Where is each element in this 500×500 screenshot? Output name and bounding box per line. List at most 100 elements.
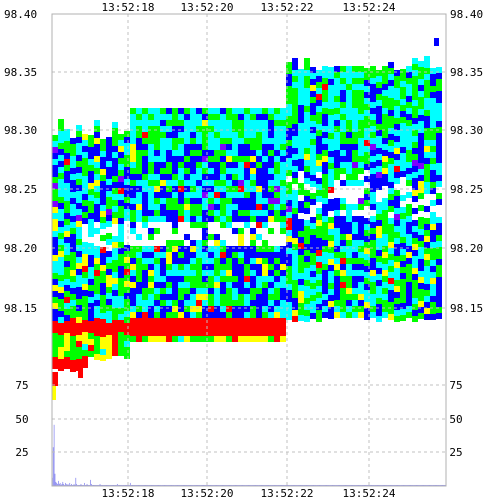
heatmap-cell-1613 bbox=[298, 111, 304, 117]
heatmap-cell-553 bbox=[136, 162, 142, 168]
heatmap-cell-1625 bbox=[298, 183, 304, 189]
heatmap-cell-794 bbox=[172, 204, 178, 210]
heatmap-cell-1668 bbox=[304, 178, 310, 184]
heatmap-cell-1455 bbox=[274, 192, 280, 198]
heatmap-cell-1900 bbox=[334, 306, 340, 312]
heatmap-cell-2586 bbox=[436, 103, 442, 109]
heatmap-cell-2580 bbox=[436, 67, 442, 73]
heatmap-cell-513 bbox=[130, 156, 136, 162]
heatmap-cell-1151 bbox=[226, 240, 232, 246]
heatmap-cell-1351 bbox=[256, 270, 262, 276]
heatmap-cell-257 bbox=[88, 237, 94, 243]
volume-bar-285 bbox=[298, 484, 300, 486]
volume-bar-188 bbox=[214, 484, 216, 486]
heatmap-cell-559 bbox=[136, 198, 142, 204]
volume-bar-219 bbox=[241, 484, 243, 486]
volume-bar-227 bbox=[248, 484, 250, 486]
heatmap-cell-2601 bbox=[436, 193, 442, 199]
heatmap-cell-2467 bbox=[418, 157, 424, 163]
heatmap-cell-2028 bbox=[358, 66, 364, 72]
volume-bar-281 bbox=[295, 484, 297, 486]
heatmap-cell-1594 bbox=[292, 250, 298, 256]
volume-bar-59 bbox=[103, 484, 104, 486]
heatmap-cell-883 bbox=[184, 270, 190, 276]
heatmap-cell-2119 bbox=[370, 108, 376, 114]
heatmap-cell-2582 bbox=[436, 79, 442, 85]
volume-bar-265 bbox=[281, 484, 283, 486]
volume-bar-119 bbox=[155, 484, 156, 486]
heatmap-cell-2574 bbox=[430, 284, 436, 290]
heatmap-cell-1247 bbox=[244, 114, 250, 120]
heatmap-cell-741 bbox=[166, 120, 172, 126]
heatmap-cell-574 bbox=[136, 288, 142, 294]
heatmap-cell-1906 bbox=[340, 90, 346, 96]
volume-bar-64 bbox=[107, 484, 109, 486]
heatmap-cell-403 bbox=[112, 194, 118, 200]
heatmap-cell-491 bbox=[124, 275, 130, 281]
heatmap-cell-727 bbox=[160, 270, 166, 276]
heatmap-cell-2217 bbox=[382, 192, 388, 198]
heatmap-cell-1019 bbox=[208, 150, 214, 156]
volume-bar-231 bbox=[252, 484, 253, 486]
heatmap-cell-1638 bbox=[298, 261, 304, 267]
heatmap-cell-2144 bbox=[370, 258, 376, 264]
heatmap-cell-1812 bbox=[322, 282, 328, 288]
volume-bar-290 bbox=[303, 484, 304, 486]
heatmap-cell-778 bbox=[172, 108, 178, 114]
heatmap-cell-1899 bbox=[334, 300, 340, 306]
heatmap-cell-122 bbox=[70, 144, 76, 150]
heatmap-cell-1832 bbox=[328, 151, 334, 157]
heatmap-cell-1935 bbox=[340, 264, 346, 270]
heatmap-cell-2407 bbox=[412, 58, 418, 64]
heatmap-cell-1942 bbox=[340, 306, 346, 312]
volume-bar-192 bbox=[218, 484, 220, 486]
heatmap-cell-1093 bbox=[220, 126, 226, 132]
heatmap-cell-1977 bbox=[346, 264, 352, 270]
heatmap-cell-878 bbox=[184, 240, 190, 246]
volume-bar-11 bbox=[61, 483, 63, 486]
heatmap-cell-1891 bbox=[334, 252, 340, 258]
heatmap-cell-1462 bbox=[274, 234, 280, 240]
heatmap-cell-1464 bbox=[274, 246, 280, 252]
heatmap-cell-2361 bbox=[400, 297, 406, 303]
heatmap-cell-1342 bbox=[256, 216, 262, 222]
volume-bar-331 bbox=[338, 484, 340, 486]
heatmap-cell-1086 bbox=[214, 318, 220, 324]
heatmap-cell-827 bbox=[178, 168, 184, 174]
heatmap-cell-1511 bbox=[280, 294, 286, 300]
heatmap-cell-231 bbox=[82, 314, 88, 320]
heatmap-cell-483 bbox=[124, 227, 130, 233]
heatmap-cell-831 bbox=[178, 192, 184, 198]
heatmap-cell-1245 bbox=[238, 336, 244, 342]
heatmap-cell-297 bbox=[94, 240, 100, 246]
volume-bar-293 bbox=[305, 484, 307, 486]
heatmap-cell-589 bbox=[142, 144, 148, 150]
heatmap-cell-185 bbox=[76, 275, 82, 281]
heatmap-cell-1226 bbox=[238, 222, 244, 228]
heatmap-cell-1932 bbox=[340, 246, 346, 252]
volume-bar-167 bbox=[196, 484, 198, 486]
heatmap-cell-1747 bbox=[316, 148, 322, 154]
heatmap-cell-2458 bbox=[418, 103, 424, 109]
heatmap-cell-370 bbox=[106, 233, 112, 239]
heatmap-cell-599 bbox=[142, 204, 148, 210]
heatmap-cell-687 bbox=[154, 264, 160, 270]
heatmap-cell-1117 bbox=[220, 270, 226, 276]
heatmap-cell-2011 bbox=[352, 216, 358, 222]
heatmap-cell-983 bbox=[202, 168, 208, 174]
volume-bar-367 bbox=[369, 484, 371, 486]
heatmap-cell-1558 bbox=[286, 296, 292, 302]
heatmap-cell-1332 bbox=[256, 156, 262, 162]
heatmap-cell-737 bbox=[160, 330, 166, 336]
heatmap-cell-2383 bbox=[406, 174, 412, 180]
heatmap-cell-2262 bbox=[388, 206, 394, 212]
heatmap-cell-1228 bbox=[238, 234, 244, 240]
heatmap-cell-748 bbox=[166, 162, 172, 168]
heatmap-cell-1124 bbox=[220, 312, 226, 318]
heatmap-cell-1052 bbox=[214, 114, 220, 120]
heatmap-cell-492 bbox=[124, 281, 130, 287]
heatmap-cell-837 bbox=[178, 228, 184, 234]
heatmap-cell-125 bbox=[70, 162, 76, 168]
heatmap-cell-1984 bbox=[346, 306, 352, 312]
volume-bar-50 bbox=[95, 484, 97, 486]
